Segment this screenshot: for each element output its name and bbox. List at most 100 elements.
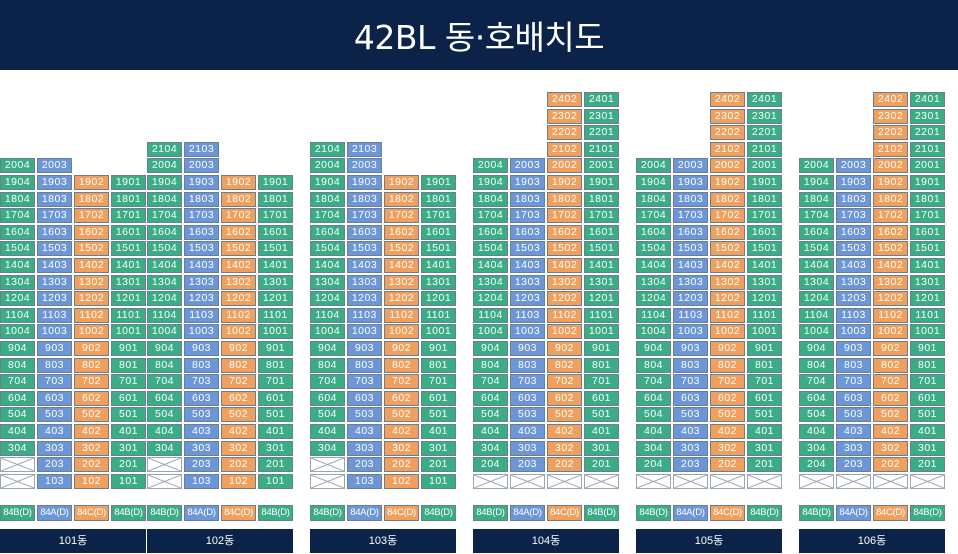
unit-cell: 703 bbox=[184, 374, 219, 390]
unit-cell: 1803 bbox=[673, 191, 708, 207]
unit-cell: 1902 bbox=[74, 175, 109, 190]
unit-cell: 803 bbox=[836, 357, 871, 373]
unit-cell: 2001 bbox=[910, 158, 945, 174]
cross-mark-icon bbox=[748, 474, 781, 488]
unit-cell: 601 bbox=[111, 390, 146, 406]
unit-cell: 1304 bbox=[799, 274, 834, 290]
unit-cell: 1601 bbox=[584, 224, 619, 240]
unit-cell: 202 bbox=[384, 457, 419, 473]
unit-cell: 1102 bbox=[384, 307, 419, 323]
unit-cell: 1401 bbox=[258, 258, 293, 273]
unit-cell: 1202 bbox=[221, 291, 256, 307]
unit-cell: 704 bbox=[147, 374, 182, 390]
unit-type-label: 84A(D) bbox=[836, 505, 871, 521]
unit-cell: 803 bbox=[184, 357, 219, 373]
unit-cell: 1603 bbox=[37, 224, 72, 240]
empty-unit-slot bbox=[0, 473, 35, 489]
unit-cell: 203 bbox=[347, 457, 382, 473]
unit-cell: 1904 bbox=[799, 175, 834, 190]
unit-cell: 302 bbox=[221, 440, 256, 456]
unit-type-label: 84B(D) bbox=[258, 505, 293, 521]
unit-cell: 1402 bbox=[221, 258, 256, 273]
unit-cell: 1802 bbox=[547, 191, 582, 207]
unit-cell: 901 bbox=[111, 341, 146, 356]
unit-cell: 404 bbox=[636, 424, 671, 439]
unit-cell: 1803 bbox=[184, 191, 219, 207]
unit-cell: 604 bbox=[473, 390, 508, 406]
unit-cell: 1202 bbox=[547, 291, 582, 307]
unit-cell: 904 bbox=[0, 341, 35, 356]
unit-cell: 2102 bbox=[547, 141, 582, 157]
unit-cell: 703 bbox=[347, 374, 382, 390]
unit-cell: 301 bbox=[111, 440, 146, 456]
unit-cell: 802 bbox=[74, 357, 109, 373]
cross-mark-icon bbox=[911, 474, 944, 488]
unit-cell: 1303 bbox=[37, 274, 72, 290]
cross-mark-icon bbox=[837, 474, 870, 488]
unit-cell: 202 bbox=[547, 457, 582, 473]
unit-cell: 1002 bbox=[74, 324, 109, 340]
unit-cell: 1903 bbox=[836, 175, 871, 190]
unit-cell: 403 bbox=[37, 424, 72, 439]
unit-cell: 1103 bbox=[184, 307, 219, 323]
unit-cell: 1001 bbox=[111, 324, 146, 340]
unit-cell: 704 bbox=[0, 374, 35, 390]
unit-cell: 603 bbox=[673, 390, 708, 406]
empty-unit-slot bbox=[799, 473, 834, 489]
unit-cell: 1902 bbox=[547, 175, 582, 190]
unit-cell: 1801 bbox=[910, 191, 945, 207]
unit-cell: 704 bbox=[799, 374, 834, 390]
unit-cell: 1403 bbox=[673, 258, 708, 273]
unit-cell: 601 bbox=[747, 390, 782, 406]
unit-cell: 2302 bbox=[547, 108, 582, 124]
unit-cell: 1602 bbox=[710, 224, 745, 240]
unit-cell: 802 bbox=[547, 357, 582, 373]
unit-cell: 1502 bbox=[74, 241, 109, 257]
unit-cell: 2402 bbox=[710, 92, 745, 107]
unit-cell: 1104 bbox=[636, 307, 671, 323]
unit-cell: 304 bbox=[636, 440, 671, 456]
unit-cell: 601 bbox=[258, 390, 293, 406]
unit-cell: 303 bbox=[836, 440, 871, 456]
unit-cell: 1302 bbox=[384, 274, 419, 290]
unit-cell: 1102 bbox=[74, 307, 109, 323]
cross-mark-icon bbox=[548, 474, 581, 488]
unit-cell: 1701 bbox=[258, 208, 293, 224]
empty-unit-slot bbox=[873, 473, 908, 489]
unit-cell: 302 bbox=[547, 440, 582, 456]
unit-cell: 102 bbox=[74, 473, 109, 489]
unit-cell: 503 bbox=[37, 407, 72, 423]
unit-cell: 304 bbox=[473, 440, 508, 456]
unit-cell: 401 bbox=[421, 424, 456, 439]
unit-cell: 803 bbox=[37, 357, 72, 373]
unit-cell: 1002 bbox=[710, 324, 745, 340]
unit-cell: 503 bbox=[510, 407, 545, 423]
unit-cell: 401 bbox=[258, 424, 293, 439]
unit-cell: 2001 bbox=[584, 158, 619, 174]
empty-unit-slot bbox=[673, 473, 708, 489]
unit-cell: 2101 bbox=[747, 141, 782, 157]
unit-cell: 903 bbox=[184, 341, 219, 356]
unit-cell: 604 bbox=[147, 390, 182, 406]
unit-cell: 1901 bbox=[910, 175, 945, 190]
unit-cell: 1001 bbox=[747, 324, 782, 340]
unit-cell: 1303 bbox=[510, 274, 545, 290]
unit-cell: 1404 bbox=[0, 258, 35, 273]
unit-cell: 702 bbox=[384, 374, 419, 390]
unit-cell: 1203 bbox=[510, 291, 545, 307]
unit-cell: 1604 bbox=[147, 224, 182, 240]
unit-cell: 1301 bbox=[910, 274, 945, 290]
unit-cell: 1503 bbox=[836, 241, 871, 257]
unit-type-label: 84B(D) bbox=[473, 505, 508, 521]
unit-cell: 1403 bbox=[37, 258, 72, 273]
unit-cell: 502 bbox=[384, 407, 419, 423]
unit-cell: 1402 bbox=[873, 258, 908, 273]
unit-cell: 1502 bbox=[710, 241, 745, 257]
unit-cell: 2302 bbox=[873, 108, 908, 124]
unit-cell: 1002 bbox=[547, 324, 582, 340]
unit-cell: 504 bbox=[310, 407, 345, 423]
unit-cell: 303 bbox=[510, 440, 545, 456]
unit-type-label: 84B(D) bbox=[421, 505, 456, 521]
unit-cell: 1002 bbox=[873, 324, 908, 340]
cross-mark-icon bbox=[874, 474, 907, 488]
